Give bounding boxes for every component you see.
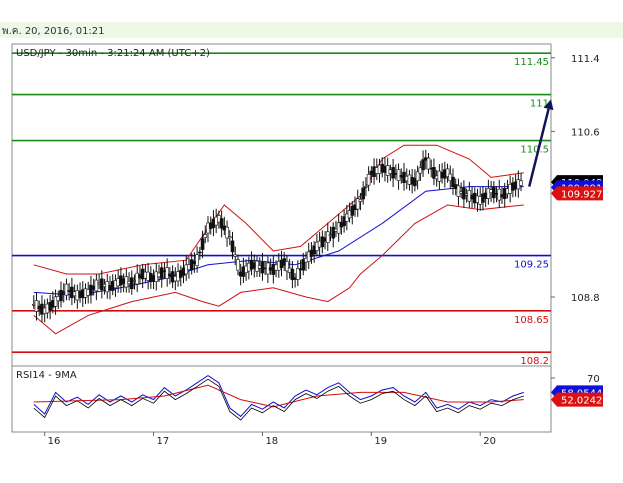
candle-body — [219, 218, 224, 229]
rsi-tag-1: 52.0242 — [561, 396, 602, 407]
support-resistance-levels: 111.45 111 110.5 109.25 108.65 108.2 — [12, 52, 551, 367]
candle-body — [227, 236, 232, 239]
candle-body — [260, 261, 265, 274]
forecast-arrow-head — [543, 99, 554, 111]
candle-body — [361, 187, 365, 200]
level-label-1: 111 — [530, 99, 549, 110]
price-tag-2: 109.927 — [561, 189, 602, 200]
candle-body — [59, 290, 63, 302]
timestamp-bar — [0, 22, 623, 38]
candle-body — [198, 251, 202, 254]
candle-body — [296, 268, 300, 280]
candle-body — [195, 254, 199, 266]
band-upper — [33, 144, 524, 275]
candle-body — [325, 231, 330, 243]
candle-body — [331, 226, 336, 239]
candle-body — [451, 176, 455, 188]
candle-body — [426, 157, 431, 170]
candle-body — [358, 198, 363, 202]
rsi-label: RSI14 - 9MA — [16, 370, 77, 381]
y-tick-label-1: 110.6 — [571, 127, 600, 138]
candle-body — [462, 187, 466, 200]
candle-body — [53, 296, 58, 307]
price-tag-bg-2 — [551, 186, 603, 201]
candle-body — [203, 234, 208, 238]
chart-title: USD/JPY - 30min - 3:21:24 AM (UTC+2) — [16, 48, 210, 59]
y-tick-label-0: 111.4 — [571, 54, 600, 65]
candle-body — [456, 185, 461, 197]
candle-body — [285, 261, 289, 272]
candle-body — [94, 279, 99, 292]
candle-body — [320, 236, 325, 248]
band-lower — [33, 204, 524, 335]
x-tick-label-2: 18 — [265, 436, 278, 447]
x-tick-label-4: 20 — [483, 436, 496, 447]
candle-body — [89, 284, 93, 296]
price-panel — [11, 43, 552, 367]
level-label-3: 109.25 — [514, 260, 549, 271]
candle-body — [64, 283, 69, 296]
candle-body — [486, 188, 491, 199]
candle-body — [159, 267, 164, 279]
candle-body — [391, 167, 395, 179]
forecast-arrow — [528, 108, 550, 187]
candle-body — [421, 159, 425, 171]
level-label-4: 108.65 — [514, 315, 549, 326]
axis-ticks: 111.4 110.6 108.8 70 16 17 18 19 20 — [44, 54, 600, 447]
x-tick-label-1: 17 — [157, 436, 170, 447]
x-tick-label-3: 19 — [374, 436, 387, 447]
candle-body — [200, 238, 205, 250]
candle-body — [165, 267, 169, 279]
candle-body — [364, 185, 368, 188]
price-candles — [31, 149, 523, 323]
candle-body — [492, 186, 496, 199]
candle-body — [336, 222, 341, 234]
candle-body — [236, 259, 240, 271]
level-label-2: 110.5 — [520, 145, 549, 156]
candle-body — [366, 173, 371, 186]
candle-body — [129, 277, 134, 290]
candle-body — [301, 259, 306, 271]
candle-body — [189, 259, 194, 271]
rsi-lines — [33, 375, 524, 421]
candle-body — [350, 205, 355, 216]
candle-body — [445, 168, 450, 178]
candle-body — [418, 167, 423, 174]
candle-body — [230, 240, 235, 253]
candle-body — [233, 254, 238, 257]
level-label-5: 108.2 — [520, 356, 549, 367]
candle-body — [519, 180, 523, 186]
candle-body — [225, 226, 229, 239]
candle-body — [413, 177, 417, 187]
candle-body — [415, 171, 420, 182]
candle-body — [355, 198, 360, 210]
rsi-tag-bg-1 — [551, 392, 603, 407]
candle-body — [290, 268, 295, 281]
candle-body — [135, 272, 140, 285]
rsi-panel — [11, 365, 552, 433]
level-label-0: 111.45 — [514, 57, 549, 68]
timestamp: พ.ค. 20, 2016, 01:21 — [2, 26, 105, 37]
price-tags: 110.048109.991109.92758.054452.0242 — [551, 175, 603, 407]
y-tick-label-2: 108.8 — [571, 293, 600, 304]
rsi-tick-label: 70 — [587, 374, 600, 385]
x-tick-label-0: 16 — [48, 436, 61, 447]
rsi-shadow-line — [33, 378, 524, 421]
candle-body — [432, 167, 436, 179]
